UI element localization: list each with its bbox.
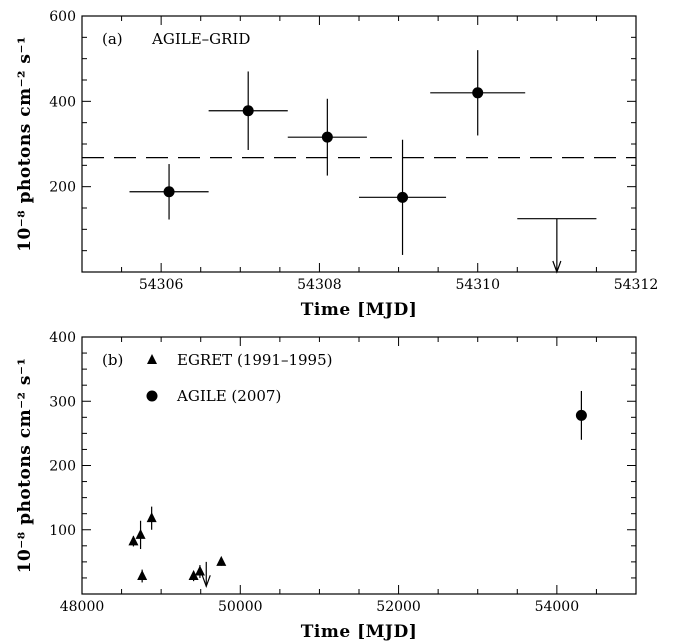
y-tick-label: 300	[49, 394, 76, 410]
x-tick-label: 52000	[376, 599, 421, 615]
panel-label: (b)	[102, 351, 123, 369]
data-point-circle	[242, 105, 254, 117]
y-tick-label: 400	[49, 330, 76, 346]
y-tick-label: 200	[49, 459, 76, 475]
data-point-triangle	[194, 565, 205, 576]
panel-annotation: AGILE–GRID	[151, 30, 250, 48]
legend-marker-triangle	[147, 354, 157, 364]
x-axis-title: Time [MJD]	[301, 622, 418, 642]
data-point-circle	[397, 191, 409, 203]
x-tick-label: 54000	[535, 599, 580, 615]
x-tick-label: 50000	[218, 599, 263, 615]
upper-limit-arrow-head	[552, 260, 562, 274]
plot-frame	[81, 336, 637, 595]
panel-label: (a)	[102, 30, 123, 48]
plot-frame	[81, 15, 637, 273]
data-point-triangle	[135, 528, 146, 539]
x-tick-label: 54306	[139, 277, 184, 293]
data-point-triangle	[188, 570, 199, 581]
x-tick-label: 54310	[455, 277, 500, 293]
panel-b: 48000 50000 52000 54000 100 200 300 400 Time [MJ…	[15, 330, 637, 642]
x-tick-label: 48000	[60, 599, 105, 615]
y-axis-title: 10⁻⁸ photons cm⁻² s⁻¹	[15, 358, 35, 574]
legend-marker-circle	[146, 390, 158, 402]
upper-limit-arrow-head	[201, 575, 211, 589]
x-tick-label: 54312	[614, 277, 659, 293]
legend-label: EGRET (1991–1995)	[177, 351, 333, 369]
data-point-triangle	[216, 555, 227, 566]
y-tick-label: 100	[49, 523, 76, 539]
data-point-circle	[575, 409, 587, 421]
data-point-triangle	[146, 512, 157, 523]
y-tick-label: 400	[49, 94, 76, 110]
panel-a: 54306 54308 54310 54312 200 400 600 Time [MJD] 1…	[15, 9, 658, 320]
x-tick-label: 54308	[297, 277, 342, 293]
data-point-circle	[472, 87, 484, 99]
data-point-triangle	[128, 535, 139, 546]
legend-label: AGILE (2007)	[176, 387, 281, 405]
x-axis-title: Time [MJD]	[301, 300, 418, 320]
data-point-circle	[163, 186, 175, 198]
y-axis-title: 10⁻⁸ photons cm⁻² s⁻¹	[15, 36, 35, 252]
data-point-triangle	[137, 570, 148, 581]
y-tick-label: 200	[49, 180, 76, 196]
data-point-circle	[321, 131, 333, 143]
y-tick-label: 600	[49, 9, 76, 25]
